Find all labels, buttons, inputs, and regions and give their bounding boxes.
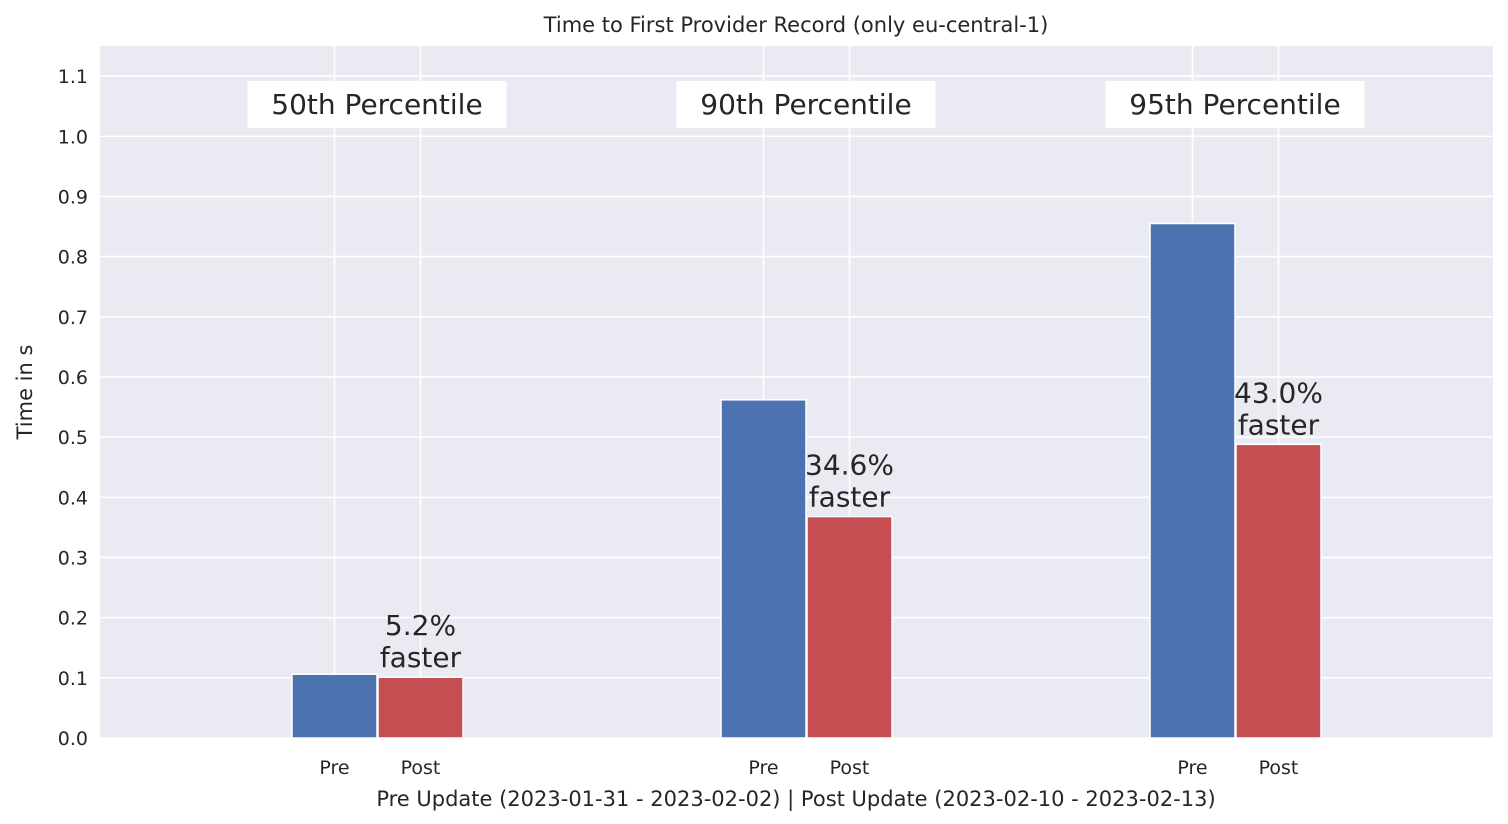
x-tick-label: Pre [319, 757, 349, 779]
y-tick-label: 0.2 [58, 608, 88, 630]
y-tick-label: 0.3 [58, 547, 88, 569]
y-tick-label: 1.1 [58, 66, 88, 88]
y-tick-label: 1.0 [58, 126, 88, 148]
bar-post [1235, 443, 1322, 739]
bar-annotation: 5.2% [385, 609, 456, 642]
group-label: 95th Percentile [1129, 88, 1340, 121]
bar-pre [720, 399, 807, 739]
group-label-box [247, 81, 507, 128]
bar-pre [291, 673, 378, 739]
bar-post [806, 515, 893, 739]
y-axis-label: Time in s [13, 345, 37, 441]
x-tick-label: Post [830, 757, 870, 779]
x-tick-label: Pre [748, 757, 778, 779]
group-label: 90th Percentile [700, 88, 911, 121]
y-tick-label: 0.8 [58, 247, 88, 269]
bar-annotation: faster [809, 481, 891, 514]
chart-title: Time to First Provider Record (only eu-c… [543, 13, 1049, 37]
y-tick-label: 0.1 [58, 668, 88, 690]
group-label: 50th Percentile [271, 88, 482, 121]
y-tick-label: 0.6 [58, 367, 88, 389]
y-tick-label: 0.0 [58, 728, 88, 750]
bar-pre [1149, 222, 1236, 739]
y-tick-label: 0.9 [58, 186, 88, 208]
bars [291, 222, 1322, 739]
x-tick-label: Post [1259, 757, 1299, 779]
bar-annotation: faster [1238, 408, 1320, 441]
group-label-box [1105, 81, 1365, 128]
group-label-box [676, 81, 936, 128]
bar-annotation: 34.6% [805, 449, 894, 482]
bar-annotation: 43.0% [1234, 376, 1323, 409]
y-tick-label: 0.7 [58, 307, 88, 329]
x-axis-label: Pre Update (2023-01-31 - 2023-02-02) | P… [376, 787, 1215, 812]
x-tick-label: Pre [1177, 757, 1207, 779]
bar-annotation: faster [380, 641, 462, 674]
y-tick-label: 0.4 [58, 487, 88, 509]
bar-post [377, 676, 464, 739]
x-tick-label: Post [401, 757, 441, 779]
y-tick-label: 0.5 [58, 427, 88, 449]
labels: 0.0 0.1 0.2 0.3 0.4 0.5 0.6 0.7 0.8 0.9 1.0 1.1 Pre P… [58, 66, 1365, 779]
